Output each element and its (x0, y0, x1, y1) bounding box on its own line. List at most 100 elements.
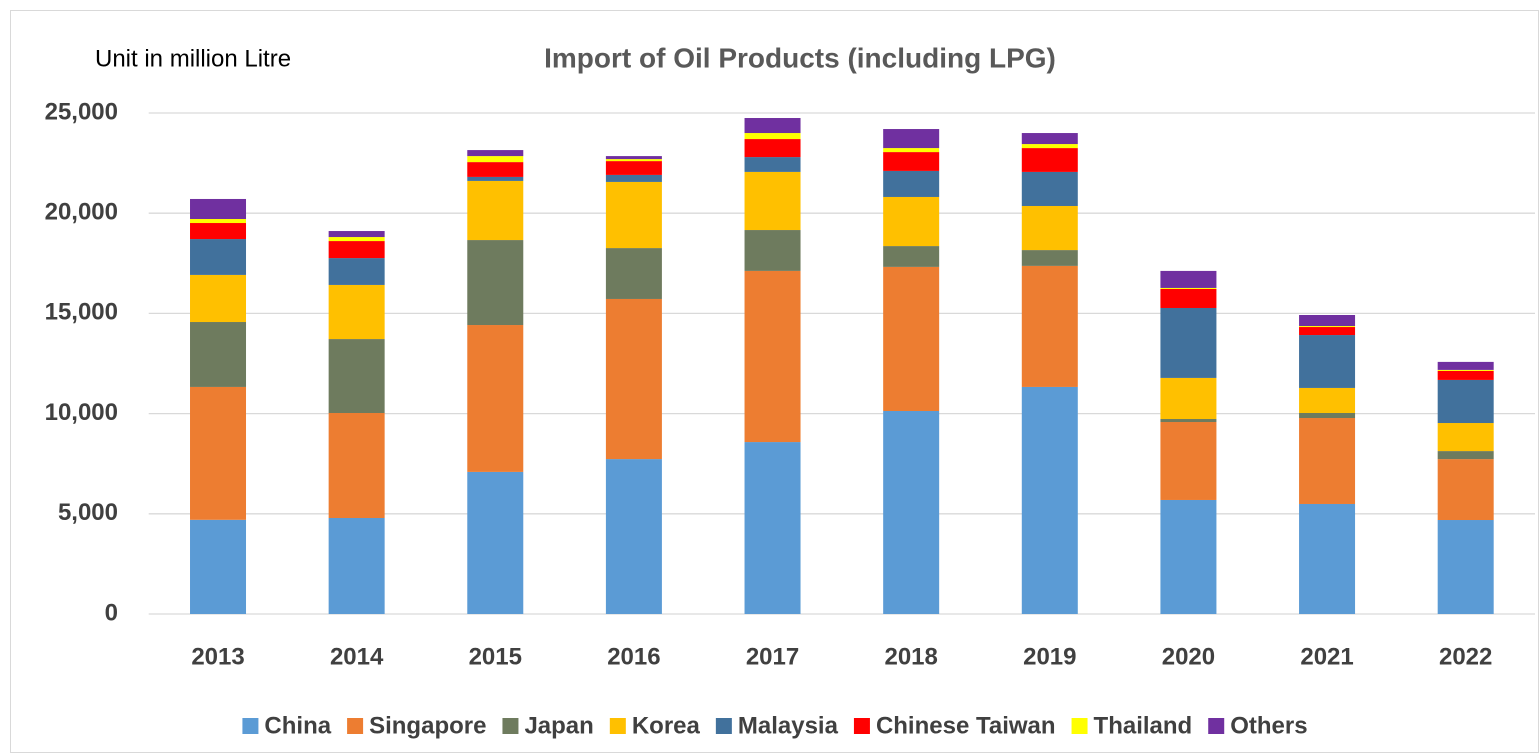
bar-segment (883, 170, 940, 197)
bar-segment (467, 471, 524, 614)
x-tick-label: 2020 (1162, 643, 1215, 670)
legend-swatch (715, 718, 732, 734)
bar-segment (1021, 386, 1078, 614)
bar-segment (1021, 205, 1078, 251)
bar-segment (1437, 459, 1494, 521)
bar-segment (467, 150, 524, 157)
bar-segment (190, 198, 247, 220)
bar-segment (1021, 148, 1078, 172)
bar-segment (1021, 144, 1078, 149)
bar-segment (328, 231, 385, 238)
bar-segment (1437, 451, 1494, 460)
y-tick-label: 20,000 (45, 199, 118, 226)
bar-segment (328, 258, 385, 285)
legend-swatch (502, 718, 519, 734)
bar-segment (467, 176, 524, 181)
bar-segment (744, 157, 801, 172)
bar-segment (1021, 265, 1078, 387)
bar-segment (883, 266, 940, 411)
chart-title: Import of Oil Products (including LPG) (544, 42, 1056, 73)
bar-segment (190, 519, 247, 614)
bar-segment (605, 298, 662, 460)
legend-label: Others (1230, 712, 1307, 739)
bar-segment (883, 148, 940, 153)
bar-segment (883, 410, 940, 614)
legend-label: China (264, 712, 331, 739)
bar-segment (605, 156, 662, 160)
bar-segment (1299, 326, 1356, 328)
bar-segment (744, 442, 801, 614)
bar-segment (744, 171, 801, 231)
bar-segment (1021, 133, 1078, 145)
y-tick-label: 5,000 (58, 499, 118, 526)
bar-segment (1299, 315, 1356, 327)
x-tick-label: 2022 (1439, 643, 1492, 670)
bar-segment (328, 284, 385, 340)
bar-segment (883, 152, 940, 171)
legend-label: Chinese Taiwan (876, 712, 1056, 739)
x-tick-label: 2014 (330, 643, 384, 670)
legend-swatch (609, 718, 626, 734)
bar-segment (1160, 422, 1217, 500)
x-tick-label: 2018 (884, 643, 937, 670)
legend-swatch (1071, 718, 1088, 734)
bar-segment (1299, 335, 1356, 388)
y-tick-label: 15,000 (45, 299, 118, 326)
bar-segment (1437, 370, 1494, 380)
bar-segment (1160, 270, 1217, 288)
bar-segment (1299, 503, 1356, 614)
bar-segment (605, 459, 662, 614)
bar-segment (1299, 387, 1356, 413)
bar-segment (1299, 418, 1356, 504)
legend-swatch (347, 718, 364, 734)
bar-segment (328, 339, 385, 413)
bar-segment (190, 223, 247, 240)
bar-segment (1160, 307, 1217, 378)
bar-segment (1160, 377, 1217, 420)
x-tick-label: 2016 (607, 643, 660, 670)
bar-segment (1021, 250, 1078, 266)
bar-segment (467, 156, 524, 163)
bar-segment (467, 162, 524, 177)
legend-swatch (242, 718, 259, 734)
bar-segment (467, 325, 524, 472)
bar-segment (190, 386, 247, 520)
bar-segment (605, 181, 662, 249)
y-tick-label: 10,000 (45, 399, 118, 426)
bar-segment (605, 174, 662, 182)
bar-segment (744, 133, 801, 140)
x-tick-label: 2017 (746, 643, 799, 670)
y-tick-label: 0 (105, 599, 118, 626)
bar-segment (605, 248, 662, 299)
legend-label: Korea (632, 712, 701, 739)
x-tick-label: 2015 (469, 643, 522, 670)
legend-label: Malaysia (738, 712, 839, 739)
bar-segment (1437, 423, 1494, 452)
bar-segment (467, 240, 524, 326)
bar-segment (1437, 379, 1494, 424)
bar-segment (1299, 327, 1356, 336)
bar-segment (883, 196, 940, 247)
bar-segment (328, 237, 385, 242)
bar-segment (1437, 520, 1494, 614)
bar-segment (1299, 412, 1356, 419)
bar-segment (744, 230, 801, 271)
bar-segment (1437, 361, 1494, 370)
bar-segment (467, 180, 524, 241)
bar-segment (190, 322, 247, 387)
bar-segment (1021, 171, 1078, 206)
legend-swatch (1208, 718, 1225, 734)
bar-segment (328, 412, 385, 519)
bar-segment (883, 129, 940, 149)
bar-segment (1437, 369, 1494, 371)
bar-segment (1160, 499, 1217, 614)
legend-label: Japan (524, 712, 593, 739)
bar-segment (190, 239, 247, 275)
x-tick-label: 2013 (191, 643, 244, 670)
y-tick-label: 25,000 (45, 98, 118, 125)
bar-segment (1160, 419, 1217, 423)
x-tick-label: 2021 (1300, 643, 1353, 670)
x-tick-label: 2019 (1023, 643, 1076, 670)
unit-label: Unit in million Litre (95, 45, 291, 72)
